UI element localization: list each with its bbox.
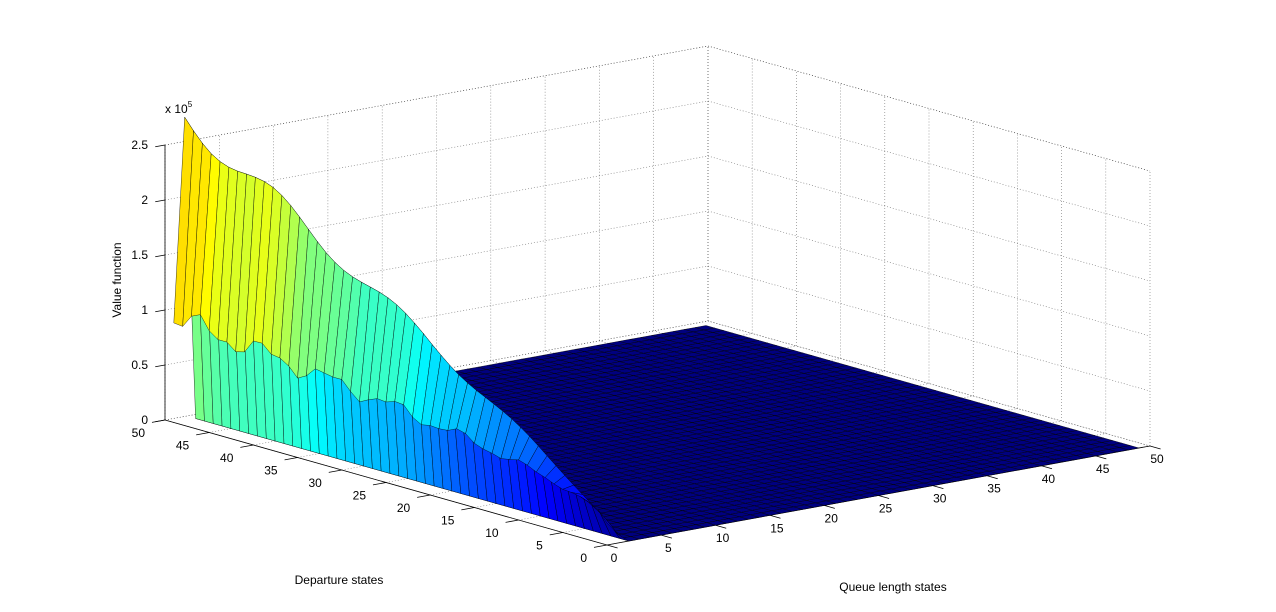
y-tick-label: 30 xyxy=(308,476,322,490)
grid-line xyxy=(164,155,1151,282)
y-tick-mark xyxy=(328,469,342,473)
y-tick-mark xyxy=(372,482,387,486)
z-exponent-power: 5 xyxy=(188,100,193,109)
x-tick-label: 45 xyxy=(1096,462,1110,476)
x-tick-label: 0 xyxy=(611,551,618,565)
z-axis-label: Value function xyxy=(110,242,124,317)
surface-facet xyxy=(598,510,619,535)
z-tick-mark xyxy=(155,364,166,368)
y-tick-label: 25 xyxy=(353,489,367,503)
x-tick-mark xyxy=(661,534,673,539)
z-tick-label: 2 xyxy=(141,193,148,207)
y-tick-mark xyxy=(196,432,210,436)
grid-line xyxy=(164,100,1151,227)
x-tick-label: 35 xyxy=(987,482,1001,496)
y-tick-label: 10 xyxy=(485,526,499,540)
y-tick-label: 15 xyxy=(441,514,455,528)
x-tick-label: 5 xyxy=(665,541,672,555)
x-tick-mark xyxy=(606,544,618,549)
x-axis-label: Queue length states xyxy=(839,580,946,594)
y-axis-label: Departure states xyxy=(295,573,384,587)
z-tick-mark xyxy=(155,144,166,148)
y-tick-label: 20 xyxy=(397,501,411,515)
box-edge xyxy=(164,45,1151,172)
y-tick-label: 0 xyxy=(580,551,587,565)
x-tick-label: 20 xyxy=(825,511,839,525)
y-tick-label: 5 xyxy=(536,539,543,553)
y-tick-label: 50 xyxy=(132,426,146,440)
y-tick-mark xyxy=(461,507,475,511)
z-exponent-label: x 105 xyxy=(165,100,193,116)
x-tick-mark xyxy=(1149,445,1161,450)
x-tick-label: 40 xyxy=(1042,472,1056,486)
y-tick-mark xyxy=(549,532,563,536)
x-tick-mark xyxy=(1041,465,1053,470)
y-tick-label: 45 xyxy=(176,439,190,453)
surface-mesh xyxy=(173,116,1140,542)
y-tick-mark xyxy=(505,519,519,523)
x-tick-label: 50 xyxy=(1150,452,1164,466)
x-tick-mark xyxy=(932,485,944,489)
y-tick-mark xyxy=(417,494,431,498)
z-tick-label: 2.5 xyxy=(131,138,148,152)
tick-labels: 0510152025303540455005101520253035404550… xyxy=(131,138,1164,565)
x-tick-label: 30 xyxy=(933,492,947,506)
x-tick-mark xyxy=(1095,455,1107,460)
x-tick-label: 15 xyxy=(770,521,784,535)
z-tick-mark xyxy=(155,309,166,313)
x-tick-mark xyxy=(715,524,727,529)
y-tick-mark xyxy=(240,444,254,448)
y-tick-label: 40 xyxy=(220,451,234,465)
x-tick-mark xyxy=(986,475,998,480)
y-tick-label: 35 xyxy=(264,464,278,478)
y-tick-mark xyxy=(284,457,298,461)
z-tick-label: 0.5 xyxy=(131,358,148,372)
grid-line xyxy=(164,45,1151,172)
x-tick-mark xyxy=(878,495,890,499)
x-tick-mark xyxy=(824,505,835,509)
z-tick-mark xyxy=(155,254,166,258)
z-tick-mark xyxy=(155,199,166,203)
z-tick-label: 1 xyxy=(141,303,148,317)
x-tick-label: 25 xyxy=(879,502,893,516)
z-tick-mark xyxy=(155,419,166,423)
y-tick-mark xyxy=(593,544,608,548)
z-tick-label: 1.5 xyxy=(131,248,148,262)
z-tick-label: 0 xyxy=(141,413,148,427)
x-tick-label: 10 xyxy=(716,531,730,545)
x-tick-mark xyxy=(769,514,781,519)
